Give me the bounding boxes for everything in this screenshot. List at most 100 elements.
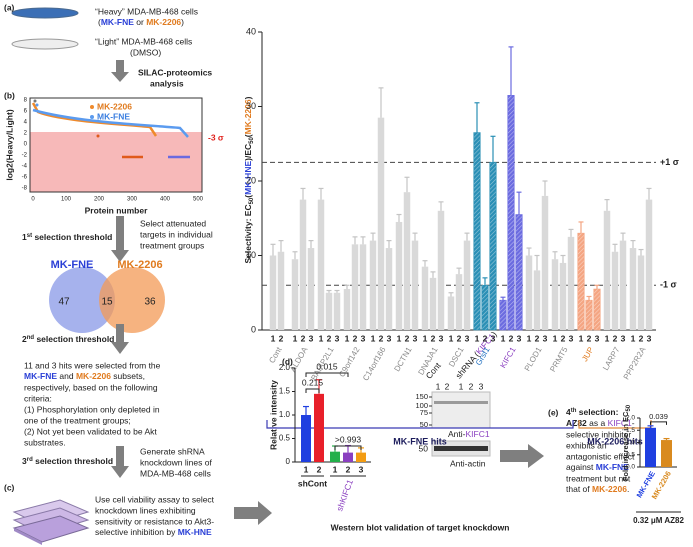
text-part: 1 (22, 232, 27, 242)
bar (619, 240, 627, 330)
plates (12, 499, 90, 545)
criteria: criteria: (24, 393, 52, 403)
bar (411, 240, 419, 330)
replicate-label: 3 (647, 333, 652, 343)
criteria: one of the treatment groups; (24, 415, 131, 425)
y-tick-label: 0.5 (279, 434, 291, 443)
lane-label: 1 (436, 381, 441, 391)
text-part: KIFC1 (608, 418, 632, 428)
replicate-label: 1 (319, 333, 324, 343)
text-part: subsets, (111, 371, 145, 381)
bar (377, 117, 385, 330)
y-tick-label: 4 (24, 120, 28, 126)
bar (559, 262, 567, 330)
p-value: 0.215 (302, 377, 324, 387)
category-label: PRMT5 (548, 345, 570, 373)
category-label: KIFC1 (498, 345, 517, 370)
bar (645, 427, 656, 467)
blot-band (434, 401, 488, 404)
group-label: shCont (298, 478, 327, 488)
lane-label: 1 (459, 381, 464, 391)
threshold-title: 3rd selection threshold (22, 456, 113, 466)
significance-bracket (650, 421, 667, 425)
bar (307, 248, 315, 330)
lane-label: 2 (469, 381, 474, 391)
threshold-label: -3 σ (208, 132, 224, 142)
replicate-label: 2 (279, 333, 284, 343)
category-label: C14orf166 (361, 345, 388, 382)
replicate-label: 3 (517, 333, 522, 343)
bar (333, 292, 341, 330)
panel-label: (d) (282, 356, 293, 366)
light-dish (11, 38, 79, 50)
bar (437, 210, 445, 330)
arrow (111, 446, 129, 478)
marker-label: 100 (415, 401, 428, 410)
replicate-label: 1 (579, 333, 584, 343)
bar (645, 199, 653, 330)
bar (291, 259, 299, 330)
blot-label: Anti-KIFC1 (448, 429, 490, 439)
arrow (500, 444, 544, 468)
text-part: MK-FNE (596, 462, 629, 472)
light-label: “Light” MDA-MB-468 cells (95, 36, 192, 46)
silac: analysis (150, 78, 184, 88)
x-axis-label: Protein number (85, 205, 149, 215)
heavy-label: “Heavy” MDA-MB-468 cells (95, 6, 198, 16)
text-part: selective inhibition by (95, 527, 178, 537)
venn-circle (49, 267, 115, 333)
lane-label: 3 (479, 381, 484, 391)
text-part: Fold increase in EC (621, 411, 630, 481)
text-part: st (27, 233, 32, 239)
replicate-label: 3 (413, 333, 418, 343)
replicate-label: 1 (345, 333, 350, 343)
text-part: ) (181, 17, 184, 27)
replicate-label: 3 (361, 333, 366, 343)
y-tick-label: 20 (246, 175, 256, 185)
replicate-label: 1 (293, 333, 298, 343)
x-tick-label: 100 (61, 197, 72, 203)
replicate-label: 2 (327, 333, 332, 343)
bar (369, 240, 377, 330)
replicate-label: 2 (535, 333, 540, 343)
text-part: 50 (249, 197, 255, 204)
text-part: 4 (566, 407, 571, 417)
x-tick-label: 400 (160, 197, 171, 203)
caption: Western blot validation of target knockd… (331, 522, 510, 532)
bracket-label: MK-2206 hits (587, 436, 643, 446)
replicate-label: 2 (587, 333, 592, 343)
bar (481, 284, 489, 331)
text-part: MK-HNE (178, 527, 212, 537)
y-tick-label: -8 (22, 186, 28, 192)
silac: SILAC-proteomics (138, 67, 212, 77)
text-part: MK-2206 (146, 17, 181, 27)
threshold-title: 1st selection threshold (22, 232, 112, 242)
y-tick-label: 0.5 (626, 451, 635, 458)
text-part: ) (489, 329, 499, 338)
bar (489, 162, 497, 331)
x-tick-label: 500 (193, 197, 204, 203)
replicate-label: 2 (509, 333, 514, 343)
venn-count: 47 (58, 297, 70, 308)
text-part: )/EC (243, 144, 253, 161)
point (96, 134, 100, 138)
criteria: substrates. (24, 437, 66, 447)
bar (541, 195, 549, 330)
note: treatment groups (140, 240, 204, 250)
marker-label: 50 (419, 443, 429, 453)
text-part: 3 (22, 456, 27, 466)
bar (269, 255, 277, 330)
note: treatment but not (566, 473, 631, 483)
x-tick-label: 2 (346, 464, 351, 474)
replicate-label: 3 (439, 333, 444, 343)
criteria: (2) Not yet been validated to be Akt (24, 426, 157, 436)
text-part: selection threshold (33, 456, 113, 466)
y-tick-label: 1.5 (279, 387, 291, 396)
venn-count: 36 (144, 297, 156, 308)
note: AZ82 as a KIFC1- (566, 418, 635, 428)
blot (431, 391, 491, 429)
text-part: MK-2206 (76, 371, 111, 381)
text-part: MK-2206 (243, 99, 253, 134)
threshold-title: 2nd selection threshold (22, 334, 114, 344)
replicate-label: 2 (639, 333, 644, 343)
